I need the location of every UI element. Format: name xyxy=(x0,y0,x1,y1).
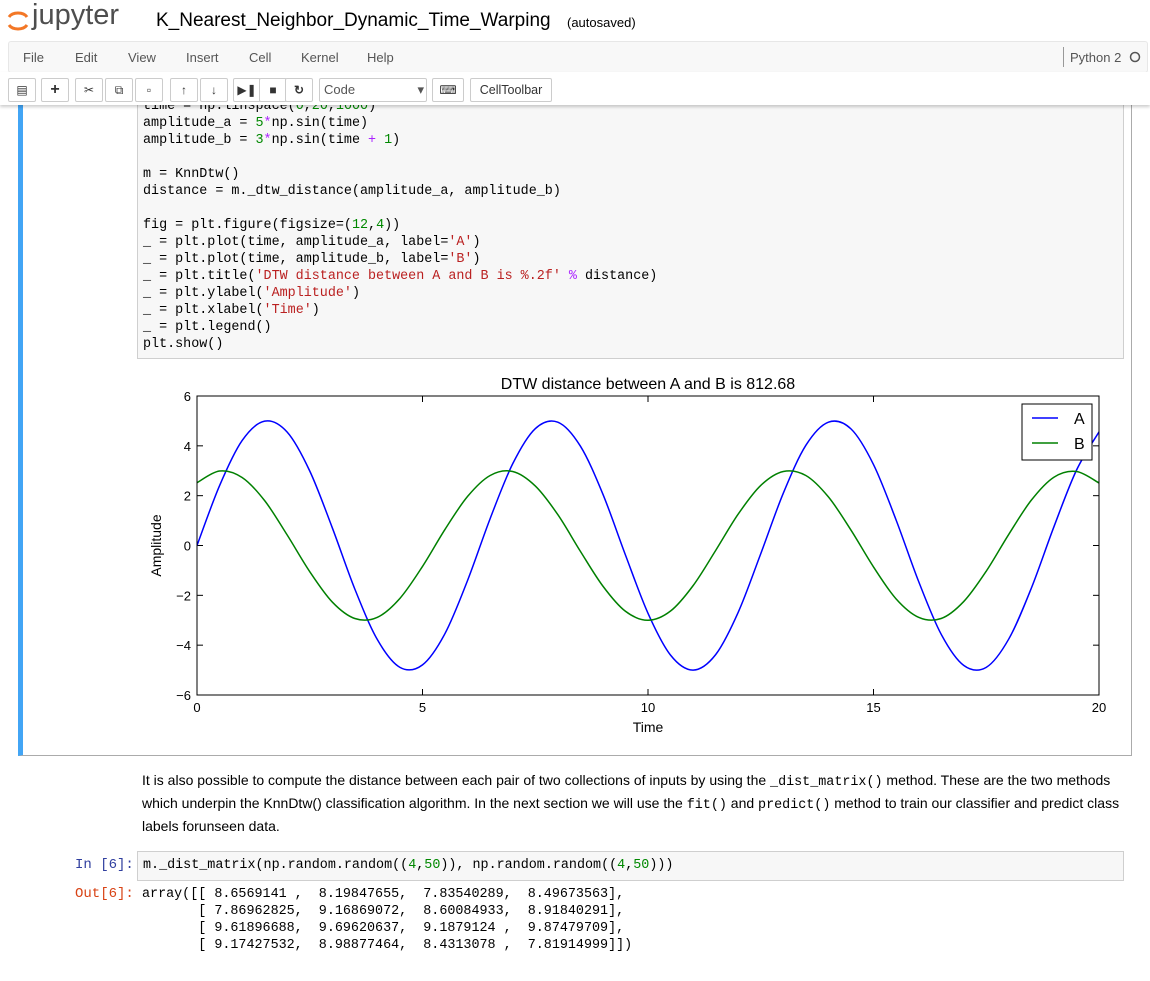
kernel-name: Python 2 xyxy=(1070,50,1122,65)
logo-icon xyxy=(7,11,29,31)
output-line: array([[ 8.6569141 , 8.19847655, 7.83540… xyxy=(142,887,625,902)
inline-code: _dist_matrix() xyxy=(770,775,883,790)
y-tick-label: −2 xyxy=(176,588,191,603)
y-tick-label: 2 xyxy=(184,489,191,504)
code-line: _ = plt.plot(time, amplitude_a, label='A… xyxy=(143,235,481,250)
plot-frame xyxy=(196,395,1100,696)
move-down-button[interactable]: ↓ xyxy=(200,78,228,102)
header: jupyter K_Nearest_Neighbor_Dynamic_Time_… xyxy=(0,0,1150,40)
cut-button[interactable]: ✂ xyxy=(75,78,103,102)
celltoolbar-button[interactable]: CellToolbar xyxy=(470,78,552,102)
x-tick-label: 15 xyxy=(866,700,880,715)
code-line: _ = plt.title('DTW distance between A an… xyxy=(143,269,658,284)
output-line: [ 9.61896688, 9.69620637, 9.1879124 , 9.… xyxy=(142,921,625,936)
x-tick-label: 0 xyxy=(193,700,200,715)
x-tick-label: 20 xyxy=(1092,700,1106,715)
cell-type-select[interactable]: Code ▾ xyxy=(319,78,427,102)
code-line: distance = m._dtw_distance(amplitude_a, … xyxy=(143,184,561,199)
toolbar: ▤ + ✂ ⧉ ▫ ↑ ↓ ▶❚ ■ ↻ Code ▾ ⌨ CellToolbar xyxy=(0,72,1150,105)
code-input[interactable]: time = np.linspace(0,20,1000) amplitude_a… xyxy=(137,100,1124,359)
x-tick-label: 5 xyxy=(419,700,426,715)
code-line: _ = plt.xlabel('Time') xyxy=(143,303,320,318)
restart-button[interactable]: ↻ xyxy=(285,78,313,102)
menu-item[interactable]: Insert xyxy=(186,50,219,65)
code-line: m._dist_matrix(np.random.random((4,50)),… xyxy=(143,858,674,873)
inline-code: fit() xyxy=(686,798,727,813)
code-line: _ = plt.plot(time, amplitude_b, label='B… xyxy=(143,252,481,267)
cell-type: Code xyxy=(324,82,356,97)
y-axis-label: Amplitude xyxy=(148,514,164,576)
output-area: array([[ 8.6569141 , 8.19847655, 7.83540… xyxy=(142,886,632,954)
code-line: plt.show() xyxy=(143,337,224,352)
y-tick-label: −4 xyxy=(176,638,191,653)
save-button[interactable]: ▤ xyxy=(8,78,36,102)
run-button[interactable]: ▶❚ xyxy=(233,78,261,102)
code-input[interactable]: m._dist_matrix(np.random.random((4,50)),… xyxy=(137,851,1124,881)
input-prompt: In [6]: xyxy=(75,857,134,873)
copy-button[interactable]: ⧉ xyxy=(105,78,133,102)
y-tick-label: −6 xyxy=(176,688,191,703)
text: method to train our classifier and predi… xyxy=(142,795,1120,834)
menu-item[interactable]: View xyxy=(128,50,156,65)
output-line: [ 9.17427532, 8.98877464, 8.4313078 , 7.… xyxy=(142,938,633,953)
text: method. These are the two methods which … xyxy=(142,772,1111,811)
code-line: amplitude_b = 3*np.sin(time + 1) xyxy=(143,133,401,148)
markdown-cell: It is also possible to compute the dista… xyxy=(142,770,1122,837)
move-up-button[interactable]: ↑ xyxy=(170,78,198,102)
text: and xyxy=(726,795,759,811)
keyboard-button[interactable]: ⌨ xyxy=(432,78,464,102)
paste-button[interactable]: ▫ xyxy=(135,78,163,102)
x-tick-label: 10 xyxy=(641,700,655,715)
output-prompt: Out[6]: xyxy=(75,886,134,902)
logo-text[interactable]: jupyter xyxy=(32,0,120,31)
legend-box xyxy=(1021,403,1093,461)
series-line xyxy=(197,420,1099,671)
menu-item[interactable]: Kernel xyxy=(301,50,339,65)
x-axis-label: Time xyxy=(633,719,664,735)
kernel-indicator xyxy=(1129,51,1141,63)
chart-title: DTW distance between A and B is 812.68 xyxy=(501,376,796,393)
series-line xyxy=(197,470,1099,622)
y-tick-label: 4 xyxy=(184,439,191,454)
menu-item[interactable]: Cell xyxy=(249,50,272,65)
code-line: fig = plt.figure(figsize=(12,4)) xyxy=(143,218,401,233)
legend-label: B xyxy=(1074,436,1085,453)
autosave-status: (autosaved) xyxy=(567,15,636,30)
legend-label: A xyxy=(1074,411,1085,428)
menu-item[interactable]: File xyxy=(23,50,44,65)
y-tick-label: 0 xyxy=(184,539,191,554)
inline-code: predict() xyxy=(758,798,831,813)
menu-item[interactable]: Help xyxy=(367,50,394,65)
code-line: _ = plt.legend() xyxy=(143,320,272,335)
text: It is also possible to compute the dista… xyxy=(142,772,771,788)
chart: DTW distance between A and B is 812.68 Ti… xyxy=(148,376,1106,735)
code-line: amplitude_a = 5*np.sin(time) xyxy=(143,116,369,131)
stop-button[interactable]: ■ xyxy=(259,78,287,102)
menu-bar: File Edit View Insert Cell Kernel Help P… xyxy=(8,41,1148,73)
output-line: [ 7.86962825, 9.16869072, 8.60084933, 8.… xyxy=(142,904,625,919)
code-line: _ = plt.ylabel('Amplitude') xyxy=(143,286,360,301)
menu-item[interactable]: Edit xyxy=(75,50,98,65)
code-line: m = KnnDtw() xyxy=(143,167,240,182)
notebook-name[interactable]: K_Nearest_Neighbor_Dynamic_Time_Warping xyxy=(156,10,551,31)
insert-button[interactable]: + xyxy=(41,78,69,102)
y-tick-label: 6 xyxy=(184,389,191,404)
